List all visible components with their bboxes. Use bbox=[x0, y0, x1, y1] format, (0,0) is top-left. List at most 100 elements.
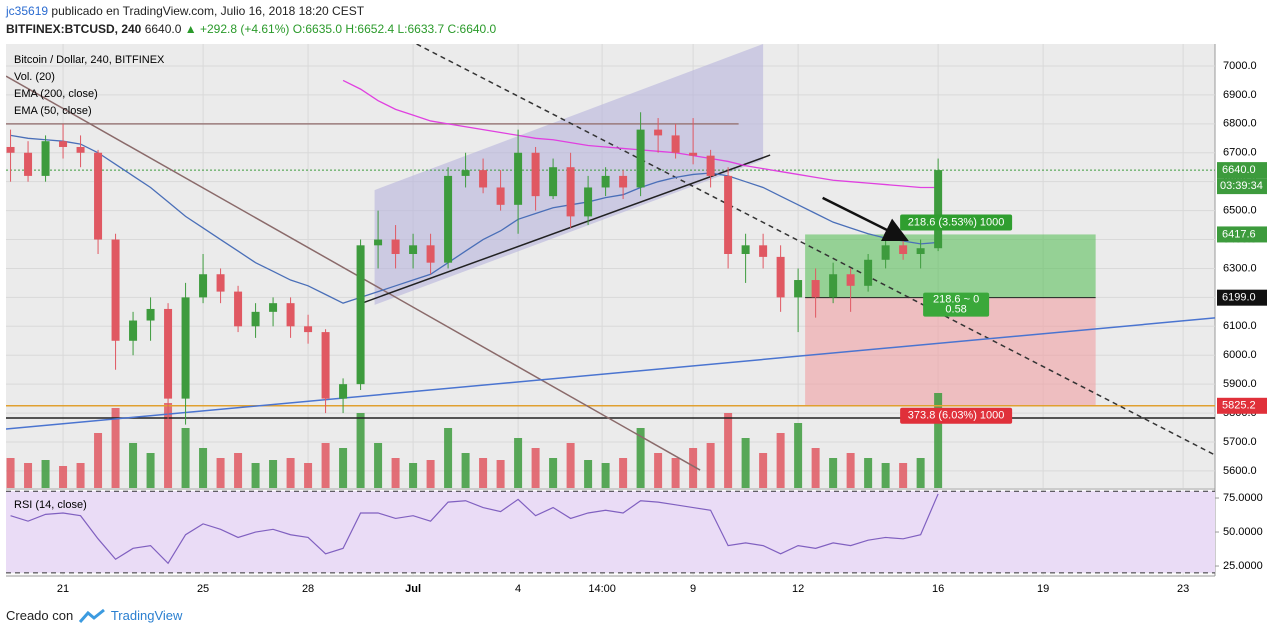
chart: 218.6 (3.53%) 1000 218.6 ~ 00.58 373.8 (6.… bbox=[6, 44, 1267, 595]
countdown: 03:39:34 bbox=[1220, 180, 1263, 192]
candle-body bbox=[776, 256, 785, 298]
price-label: 6199.0 bbox=[1222, 292, 1256, 304]
volume-bar bbox=[811, 448, 820, 488]
label-text: 218.6 ~ 0 bbox=[933, 294, 979, 306]
candle-body bbox=[706, 155, 715, 176]
y-tick-label: 5900.0 bbox=[1223, 378, 1257, 390]
price-label-box bbox=[1217, 289, 1267, 306]
user[interactable]: jc35619 bbox=[6, 4, 49, 18]
volume-bar bbox=[479, 458, 488, 488]
x-tick-label: 23 bbox=[1177, 583, 1189, 595]
volume-bar bbox=[321, 443, 330, 488]
last: 6640.0 bbox=[144, 22, 182, 36]
x-tick-label: 12 bbox=[792, 583, 804, 595]
volume-bar bbox=[409, 463, 418, 488]
rsi-tick-label: 25.0000 bbox=[1223, 560, 1263, 572]
volume-bar bbox=[76, 463, 85, 488]
volume-bar bbox=[59, 466, 68, 488]
candle-body bbox=[864, 259, 873, 286]
candle-body bbox=[146, 308, 155, 321]
y-tick-label: 6300.0 bbox=[1223, 262, 1257, 274]
y-tick-label: 5700.0 bbox=[1223, 436, 1257, 448]
y-tick-label: 5600.0 bbox=[1223, 465, 1257, 477]
volume-bar bbox=[41, 460, 50, 488]
header-line: jc35619 publicado en TradingView.com, Ju… bbox=[6, 4, 364, 18]
candle-body bbox=[181, 297, 190, 399]
volume-bar bbox=[94, 433, 103, 488]
candle-body bbox=[549, 167, 558, 197]
volume-bar bbox=[496, 460, 505, 488]
volume-bar bbox=[286, 458, 295, 488]
volume-bar bbox=[619, 458, 628, 488]
ohlc: C:6640.0 bbox=[447, 22, 497, 36]
legend-ema200: EMA (200, close) bbox=[14, 88, 98, 100]
candle-body bbox=[374, 239, 383, 246]
candle-body bbox=[531, 152, 540, 197]
candle-body bbox=[689, 152, 698, 156]
volume-bar bbox=[181, 428, 190, 488]
created: Creado con bbox=[6, 608, 74, 623]
price-label-box bbox=[1217, 397, 1267, 414]
x-tick-label: 4 bbox=[515, 583, 521, 595]
x-tick-label: 28 bbox=[302, 583, 314, 595]
candle-body bbox=[899, 245, 908, 254]
rsi-line bbox=[10, 493, 939, 565]
price-label: 6417.6 bbox=[1222, 228, 1256, 240]
rsi-title: RSI (14, close) bbox=[14, 499, 87, 511]
trend-line bbox=[6, 317, 1215, 430]
label-text: 0.58 bbox=[945, 304, 966, 316]
trend-line bbox=[416, 44, 1215, 456]
volume-bar bbox=[374, 443, 383, 488]
y-tick-label: 6700.0 bbox=[1223, 147, 1257, 159]
legend-ema50: EMA (50, close) bbox=[14, 105, 92, 117]
volume-bar bbox=[899, 463, 908, 488]
volume-bar bbox=[251, 463, 260, 488]
label-box bbox=[900, 407, 1013, 424]
y-tick-label: 7000.0 bbox=[1223, 60, 1257, 72]
candle-body bbox=[111, 239, 120, 341]
candle-body bbox=[759, 245, 768, 257]
label-box bbox=[900, 214, 1013, 231]
volume-bar bbox=[776, 433, 785, 488]
candle-body bbox=[41, 141, 50, 176]
x-tick-label: 19 bbox=[1037, 583, 1049, 595]
volume-bar bbox=[689, 448, 698, 488]
candle-body bbox=[286, 303, 295, 327]
candle-body bbox=[601, 175, 610, 188]
published: publicado en TradingView.com, Julio 16, … bbox=[51, 4, 365, 18]
candle-body bbox=[59, 141, 68, 147]
price-label: 6640.0 bbox=[1222, 164, 1256, 176]
volume-bar bbox=[724, 413, 733, 488]
rsi-tick-label: 75.0000 bbox=[1223, 492, 1263, 504]
price-label-box bbox=[1217, 226, 1267, 243]
candle-body bbox=[741, 245, 750, 254]
volume-bar bbox=[584, 460, 593, 488]
volume-bar bbox=[216, 458, 225, 488]
candle-body bbox=[584, 187, 593, 217]
footer: Creado con TradingView bbox=[6, 608, 182, 623]
x-tick-label: 21 bbox=[57, 583, 69, 595]
candle-body bbox=[409, 245, 418, 254]
ohlc: L:6633.7 bbox=[397, 22, 445, 36]
brand[interactable]: TradingView bbox=[110, 608, 183, 623]
label-text: 218.6 (3.53%) 1000 bbox=[908, 216, 1005, 228]
y-tick-label: 6100.0 bbox=[1223, 320, 1257, 332]
x-tick-label: Jul bbox=[405, 583, 421, 595]
volume-bar bbox=[514, 438, 523, 488]
volume-bar bbox=[601, 463, 610, 488]
candle-body bbox=[811, 280, 820, 298]
candle-body bbox=[356, 245, 365, 385]
volume-bar bbox=[444, 428, 453, 488]
logo bbox=[78, 608, 105, 623]
position-target bbox=[805, 234, 1096, 298]
x-tick-label: 14:00 bbox=[588, 583, 616, 595]
candle-body bbox=[461, 170, 470, 176]
symbol-line: BITFINEX:BTCUSD, 240 6640.0 ▲ +292.8 (+4… bbox=[6, 22, 496, 36]
volume-bar bbox=[549, 458, 558, 488]
candle-body bbox=[444, 175, 453, 263]
y-tick-label: 6800.0 bbox=[1223, 118, 1257, 130]
candle-body bbox=[724, 175, 733, 254]
volume-bar bbox=[391, 458, 400, 488]
candle-body bbox=[916, 248, 925, 254]
volume-bar bbox=[671, 458, 680, 488]
